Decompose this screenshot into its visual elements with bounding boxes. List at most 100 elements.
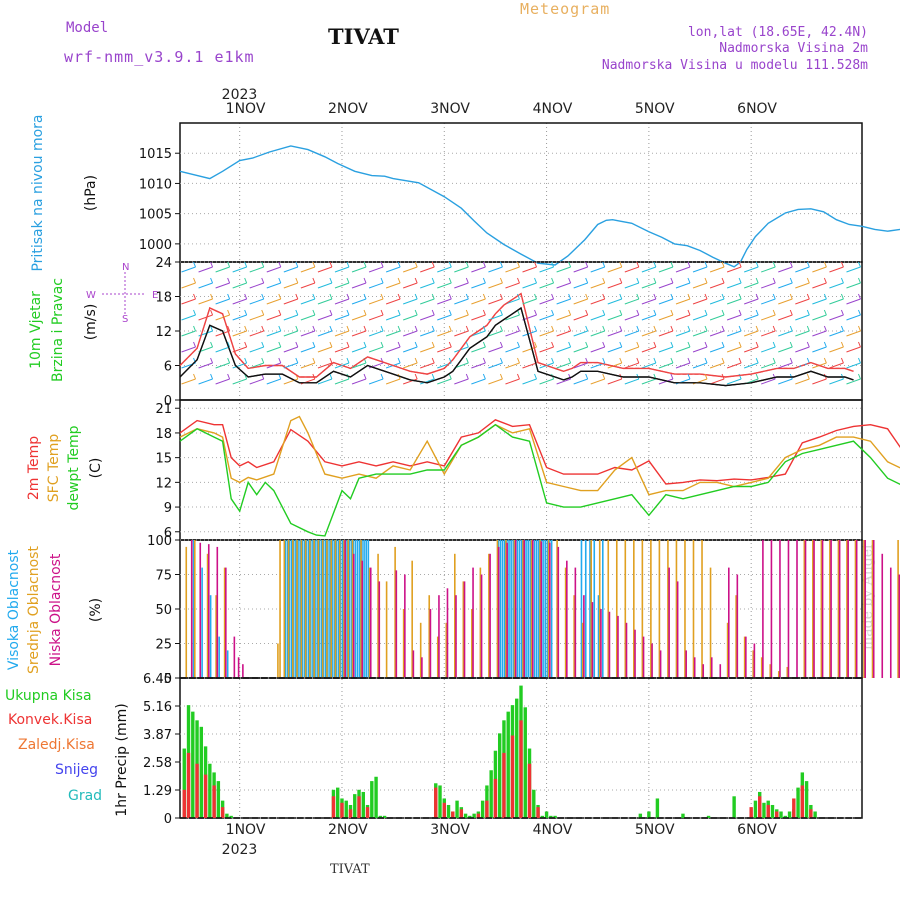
wind-barb-flag [482,309,486,316]
bar-cloud-high_cloud [544,540,547,678]
wind-barb [590,314,605,321]
precip-legend-2: Zaledj.Kisa [18,737,95,753]
wind-barb-flag [636,293,640,300]
bar-cloud-high_cloud [518,540,521,678]
bar-cloud-high_cloud [580,540,583,678]
wind-barb [846,266,861,273]
wind-barb [709,266,725,273]
y-tick-label: 12 [155,476,172,491]
bar-cloud-high_cloud [320,540,323,678]
wind-barb [334,314,350,321]
bar-cloud-mid_cloud [215,595,217,678]
wind-barb-flag [414,261,418,268]
wind-barb [317,330,333,337]
wind-barb-flag [738,261,742,268]
series-line-temperature-2m-Temp [179,419,900,485]
wind-barb [420,314,435,321]
wind-barb [454,330,469,337]
wind-barb [351,266,367,273]
wind-barb [539,282,554,289]
wind-barb-flag [789,325,793,332]
wind-barb [846,282,861,289]
wind-barb [795,298,810,305]
bar-cloud-low_cloud [634,629,636,678]
wind-barb-flag [363,341,367,348]
y-tick-label: 0 [164,394,172,409]
bar-cloud-high_cloud [589,540,591,678]
wind-barb-flag [227,373,231,380]
wind-barb-flag [193,325,196,332]
wind-barb [624,362,639,369]
bar-cloud-high_cloud [322,540,325,678]
wind-barb-flag [261,293,265,300]
wind-barb-flag [414,293,418,300]
bar-cloud-mid_cloud [428,595,431,678]
wind-barb [795,346,810,353]
bar-cloud-low_cloud [796,540,798,678]
wind-barb-flag [278,277,282,284]
wind-barb-flag [840,261,844,268]
bar-cloud-low_cloud [446,588,449,678]
wind-barb-flag [738,325,742,332]
wind-barb [692,298,708,305]
wind-barb [539,314,554,321]
bar-precip-conv_precip [792,798,796,818]
wind-barb [829,314,844,321]
bar-precip-total_precip [489,770,493,818]
bar-cloud-low_cloud [242,664,244,678]
wind-barb [607,378,622,385]
wind-barb [215,378,230,385]
wind-barb-flag [210,261,214,268]
wind-barb-flag [840,357,844,364]
precip-legend-4: Grad [68,788,102,804]
bar-cloud-low_cloud [651,643,653,678]
bar-cloud-high_cloud [593,540,596,678]
wind-barb-flag [585,309,589,316]
wind-barb [829,266,844,273]
wind-barb-flag [448,341,452,348]
wind-barb [744,330,759,337]
wind-label-2: Brzina i Pravac [50,278,66,382]
bar-precip-total_precip [455,800,459,818]
wind-barb-flag [823,261,827,268]
wind-barb [266,346,281,353]
wind-barb [641,346,657,353]
wind-barb [351,362,367,369]
bar-cloud-low_cloud [421,657,423,678]
wind-barb [334,266,350,273]
wind-barb [539,378,554,385]
bar-cloud-mid_cloud [846,540,848,678]
wind-barb-flag [551,277,555,284]
bar-precip-conv_precip [203,774,208,818]
wind-barb-flag [448,373,452,380]
bar-cloud-high_cloud [209,595,212,678]
wind-barb [726,330,742,337]
wind-barb [761,282,776,289]
wind-barb [573,378,588,385]
wind-barb [744,282,759,289]
bar-cloud-high_cloud [192,540,195,678]
bar-cloud-mid_cloud [279,540,281,678]
wind-barb-flag [704,325,708,332]
wind-barb-flag [346,293,350,300]
wind-barb-flag [772,277,776,284]
bar-cloud-mid_cloud [479,567,482,678]
wind-barb-flag [602,325,606,332]
wind-barb [300,314,316,321]
wind-barb-flag [363,373,367,380]
bar-cloud-high_cloud [226,650,229,678]
wind-barb [334,362,350,369]
wind-barb [351,282,367,289]
bar-cloud-mid_cloud [812,540,814,678]
bar-cloud-mid_cloud [547,540,550,678]
wind-barb-flag [568,325,572,332]
wind-barb [556,378,571,385]
wind-barb-flag [414,373,418,380]
wind-barb-flag [755,373,759,380]
bar-cloud-mid_cloud [777,671,780,678]
bar-cloud-mid_cloud [419,622,422,678]
wind-barb [726,298,742,305]
wind-barb-flag [329,357,333,364]
bar-cloud-mid_cloud [300,540,303,678]
low-cloud-label: Niska Oblacnost [48,553,64,666]
